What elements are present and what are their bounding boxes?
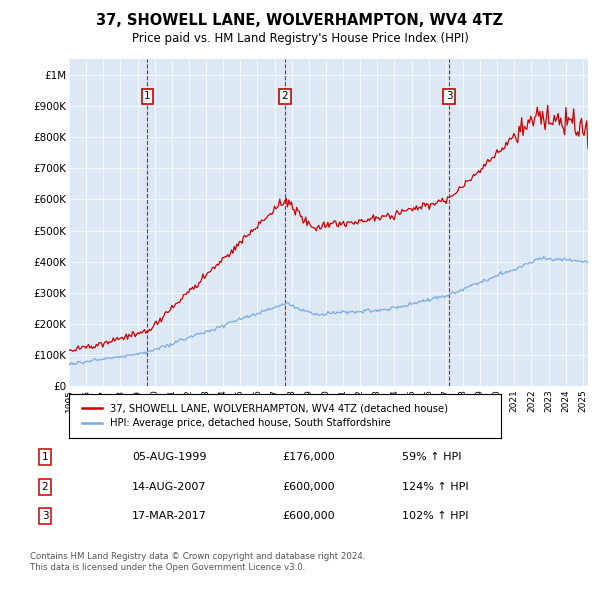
Text: 1: 1: [41, 453, 49, 462]
Text: £600,000: £600,000: [282, 482, 335, 491]
Text: 1: 1: [144, 91, 151, 101]
Text: Contains HM Land Registry data © Crown copyright and database right 2024.
This d: Contains HM Land Registry data © Crown c…: [30, 552, 365, 572]
Text: 05-AUG-1999: 05-AUG-1999: [132, 453, 206, 462]
Text: 2: 2: [41, 482, 49, 491]
Text: 3: 3: [41, 512, 49, 521]
Text: 17-MAR-2017: 17-MAR-2017: [132, 512, 207, 521]
Text: £600,000: £600,000: [282, 512, 335, 521]
Text: 3: 3: [446, 91, 452, 101]
Text: 102% ↑ HPI: 102% ↑ HPI: [402, 512, 469, 521]
Text: 2: 2: [281, 91, 288, 101]
Text: 59% ↑ HPI: 59% ↑ HPI: [402, 453, 461, 462]
Legend: 37, SHOWELL LANE, WOLVERHAMPTON, WV4 4TZ (detached house), HPI: Average price, d: 37, SHOWELL LANE, WOLVERHAMPTON, WV4 4TZ…: [79, 399, 452, 432]
Text: Price paid vs. HM Land Registry's House Price Index (HPI): Price paid vs. HM Land Registry's House …: [131, 32, 469, 45]
Text: £176,000: £176,000: [282, 453, 335, 462]
Text: 124% ↑ HPI: 124% ↑ HPI: [402, 482, 469, 491]
Text: 37, SHOWELL LANE, WOLVERHAMPTON, WV4 4TZ: 37, SHOWELL LANE, WOLVERHAMPTON, WV4 4TZ: [97, 13, 503, 28]
Text: 14-AUG-2007: 14-AUG-2007: [132, 482, 206, 491]
